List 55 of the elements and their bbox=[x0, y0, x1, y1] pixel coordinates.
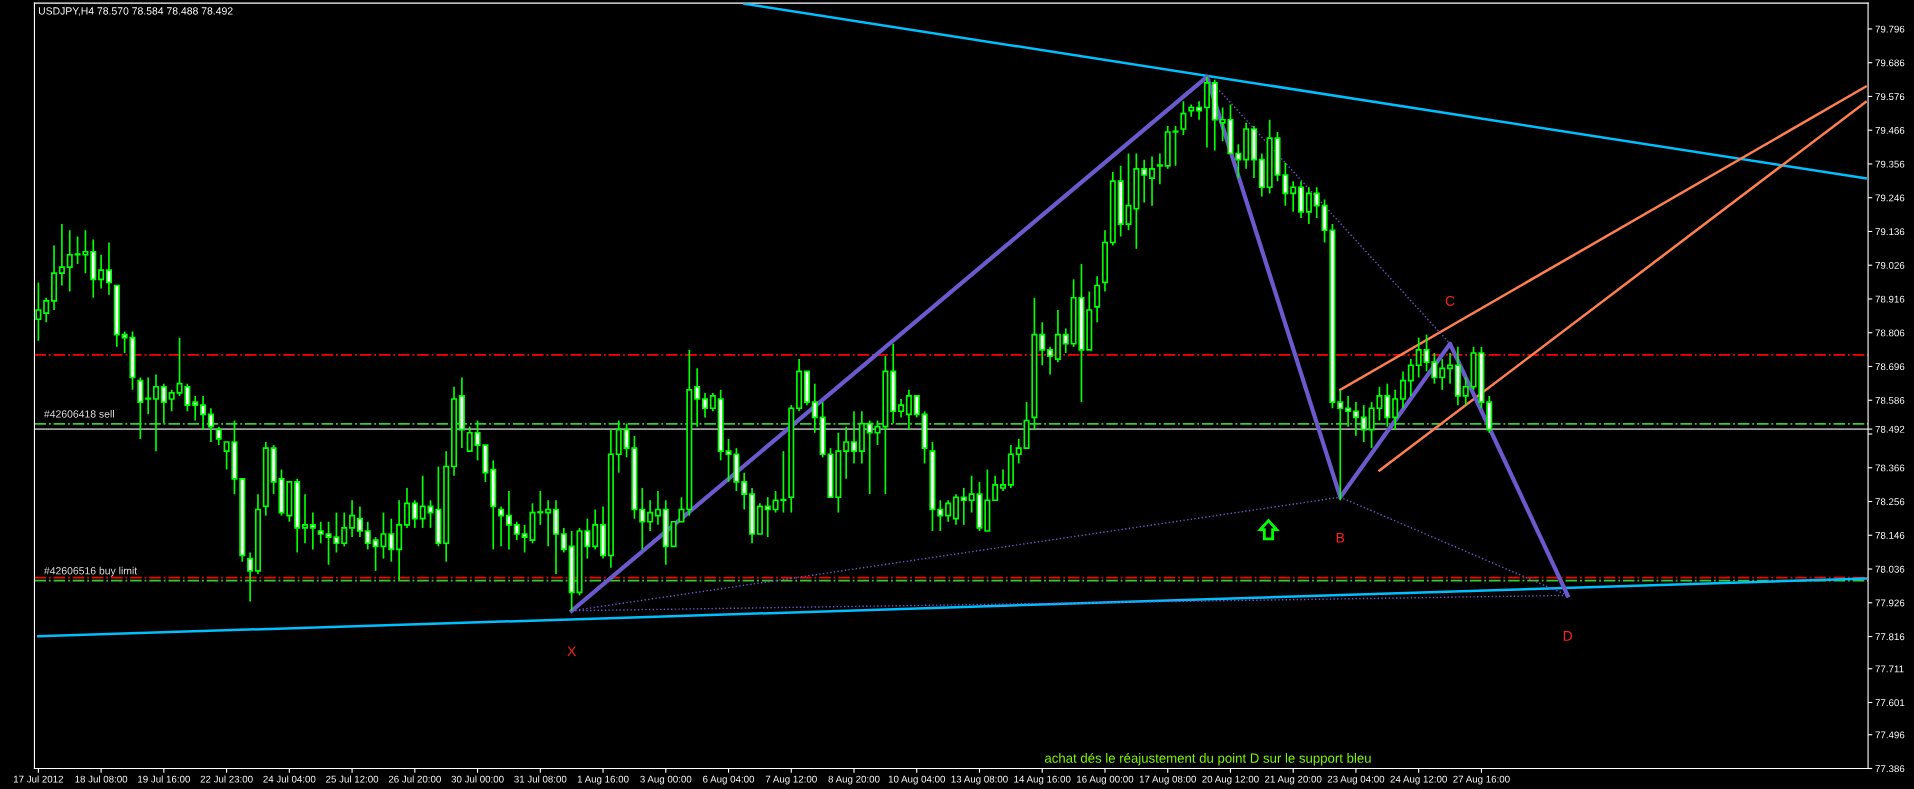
x-tick-label: 6 Aug 04:00 bbox=[703, 775, 755, 785]
y-tick-label: 79.796 bbox=[1875, 25, 1905, 33]
x-tick-label: 17 Aug 08:00 bbox=[1139, 775, 1196, 785]
x-tick-label: 13 Aug 08:00 bbox=[951, 775, 1008, 785]
x-tick-label: 10 Aug 04:00 bbox=[888, 775, 946, 785]
x-tick-label: 23 Aug 04:00 bbox=[1327, 775, 1385, 785]
x-tick-label: 27 Aug 16:00 bbox=[1453, 775, 1510, 785]
ref-line-label: #42606516 buy limit bbox=[43, 566, 138, 577]
x-tick-label: 1 Aug 16:00 bbox=[577, 775, 629, 785]
annotation: X bbox=[567, 646, 577, 657]
x-tick-label: 20 Aug 12:00 bbox=[1202, 775, 1259, 785]
x-tick-label: 26 Jul 20:00 bbox=[388, 775, 441, 783]
y-tick-label: 78.036 bbox=[1875, 565, 1905, 573]
x-tick-label: 31 Jul 08:00 bbox=[514, 775, 567, 783]
y-tick-label: 79.246 bbox=[1875, 194, 1905, 202]
y-tick-label: 77.926 bbox=[1875, 599, 1905, 607]
x-tick-label: 21 Aug 20:00 bbox=[1265, 775, 1322, 785]
y-tick-label: 78.586 bbox=[1875, 396, 1905, 404]
x-tick-label: 30 Jul 00:00 bbox=[451, 775, 504, 783]
y-tick-label: 79.026 bbox=[1875, 261, 1905, 269]
y-tick-label: 79.466 bbox=[1875, 126, 1905, 134]
y-tick-label: 77.601 bbox=[1875, 699, 1905, 707]
y-tick-label: 78.366 bbox=[1875, 464, 1905, 472]
y-tick-label: 79.136 bbox=[1875, 228, 1905, 236]
x-tick-label: 7 Aug 12:00 bbox=[765, 775, 817, 785]
y-tick-label: 78.256 bbox=[1875, 498, 1905, 506]
x-tick-label: 25 Jul 12:00 bbox=[326, 775, 379, 783]
x-tick-label: 17 Jul 2012 bbox=[13, 775, 64, 783]
annotation: B bbox=[1336, 532, 1345, 543]
y-tick-label: 79.576 bbox=[1875, 93, 1905, 101]
annotation: D bbox=[1563, 631, 1573, 641]
y-tick-label: 78.146 bbox=[1875, 532, 1905, 539]
x-tick-label: 24 Aug 12:00 bbox=[1390, 775, 1447, 785]
x-tick-label: 24 Jul 04:00 bbox=[263, 775, 316, 783]
x-tick-label: 3 Aug 00:00 bbox=[640, 775, 692, 785]
y-tick-label: 77.496 bbox=[1875, 731, 1905, 739]
y-tick-label: 78.492 bbox=[1875, 425, 1905, 433]
x-tick-label: 22 Jul 23:00 bbox=[200, 775, 253, 783]
x-tick-label: 8 Aug 20:00 bbox=[828, 775, 880, 785]
x-tick-label: 19 Jul 16:00 bbox=[138, 775, 190, 783]
x-tick-label: 16 Aug 00:00 bbox=[1077, 775, 1134, 785]
y-tick-label: 79.686 bbox=[1875, 59, 1905, 67]
y-tick-label: 77.816 bbox=[1875, 633, 1905, 641]
y-tick-label: 79.356 bbox=[1875, 160, 1905, 168]
x-tick-label: 14 Aug 16:00 bbox=[1014, 775, 1071, 785]
ref-line-label: #42606418 sell bbox=[43, 410, 114, 418]
annotation: achat dés le réajustement du point D sur le support bleu bbox=[1044, 752, 1371, 766]
chart-title: USDJPY,H4 78.570 78.584 78.488 78.492 bbox=[38, 7, 233, 16]
y-tick-label: 77.711 bbox=[1875, 665, 1904, 673]
y-tick-label: 78.696 bbox=[1875, 363, 1905, 371]
y-tick-label: 78.806 bbox=[1875, 329, 1905, 337]
annotation: C bbox=[1445, 296, 1455, 306]
x-tick-label: 18 Jul 08:00 bbox=[75, 775, 128, 783]
y-tick-label: 78.916 bbox=[1875, 295, 1905, 303]
y-tick-label: 77.386 bbox=[1875, 765, 1905, 773]
